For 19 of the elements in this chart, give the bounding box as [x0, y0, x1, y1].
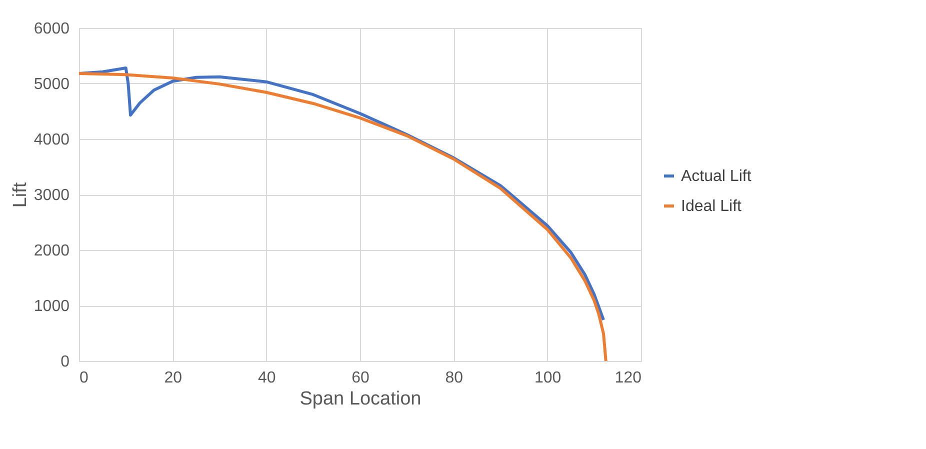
- y-tick-label: 1000: [34, 298, 70, 315]
- x-tick-label: 0: [80, 370, 88, 386]
- x-tick-label: 80: [445, 370, 464, 386]
- x-tick-label: 60: [352, 370, 370, 386]
- x-tick-label: 20: [164, 370, 182, 386]
- line-series: [78, 72, 608, 362]
- y-tick-label: 2000: [34, 242, 70, 260]
- y-axis-title: Lift: [10, 182, 31, 208]
- x-tick-label: 120: [614, 370, 642, 386]
- y-tick-label: 4000: [34, 132, 70, 148]
- legend-label: Ideal Lift: [681, 198, 742, 215]
- x-tick-label: 40: [258, 370, 276, 386]
- y-tick-label: 5000: [34, 76, 70, 93]
- y-tick-label: 6000: [34, 20, 70, 38]
- x-axis-title: Span Location: [300, 388, 422, 410]
- y-tick-label: 0: [60, 354, 70, 370]
- legend-label: Actual Lift: [681, 168, 752, 185]
- y-tick-label: 3000: [34, 187, 70, 204]
- x-tick-label: 100: [534, 370, 562, 386]
